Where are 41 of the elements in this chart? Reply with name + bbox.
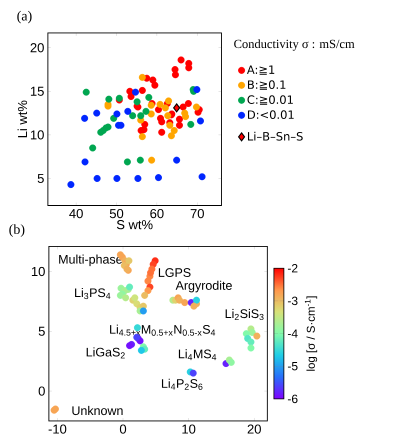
x-tick-label: 20 bbox=[248, 424, 261, 434]
annotation: Li$_{4.5+x}$M$_{0.5+x}$N$_{0.5-x}$S$_{4}$ bbox=[110, 324, 216, 336]
legend-label: D:<0.01 bbox=[248, 110, 294, 119]
y-tick-label: 15 bbox=[30, 86, 44, 96]
chart-title: (a) bbox=[17, 10, 32, 24]
x-tick-label: 50 bbox=[110, 209, 124, 218]
color-bar-label: -3 bbox=[288, 296, 298, 306]
x-tick-label: 70 bbox=[190, 209, 204, 218]
x-tick-label: 60 bbox=[150, 209, 164, 218]
x-axis-title: S wt% bbox=[116, 220, 153, 230]
y-axis-title: Li wt% bbox=[18, 100, 28, 138]
annotation: Li$_{3}$PS$_{4}$ bbox=[75, 288, 110, 300]
x-tick-label: 40 bbox=[69, 209, 83, 218]
y-tick-label: 20 bbox=[30, 43, 44, 52]
y-tick-label: 5 bbox=[38, 326, 45, 336]
x-tick-label: -10 bbox=[48, 424, 66, 434]
annotation: Li$_{2}$SiS$_{3}$ bbox=[226, 308, 264, 320]
color-bar-label: -4 bbox=[288, 329, 298, 338]
color-bar-label: -2 bbox=[288, 264, 298, 272]
y-tick-label: 0 bbox=[38, 386, 45, 396]
y-tick-label: 10 bbox=[30, 130, 44, 140]
y-tick-label: 10 bbox=[32, 266, 45, 276]
chart-title: (b) bbox=[9, 224, 24, 237]
color-bar-label: -6 bbox=[288, 394, 298, 404]
annotation: Li$_{4}$MS$_{4}$ bbox=[178, 349, 216, 360]
x-tick-label: 10 bbox=[182, 424, 196, 434]
legend-label: B:≧0.1 bbox=[248, 80, 286, 90]
legend-label: Li–B–Sn–S bbox=[248, 132, 303, 141]
color-bar-label: -5 bbox=[288, 362, 298, 370]
legend-title: Conductivity σ : mS/cm bbox=[234, 39, 354, 51]
y-tick-label: 5 bbox=[38, 174, 44, 183]
annotation: LiGaS$_{2}$ bbox=[86, 347, 125, 358]
annotation: Li$_{4}$P$_{2}$S$_{6}$ bbox=[162, 378, 202, 390]
legend-label: C:≧0.01 bbox=[248, 95, 293, 105]
x-tick-label: 0 bbox=[120, 424, 126, 434]
annotation: LGPS bbox=[158, 268, 191, 277]
legend-label: A:≧1 bbox=[246, 65, 274, 75]
color-bar-title: log [σ / S·cm$^{-1}$] bbox=[304, 296, 318, 371]
annotation: Argyrodite bbox=[176, 280, 232, 292]
annotation: Multi-phase bbox=[59, 254, 122, 266]
annotation: Unknown bbox=[72, 406, 123, 416]
